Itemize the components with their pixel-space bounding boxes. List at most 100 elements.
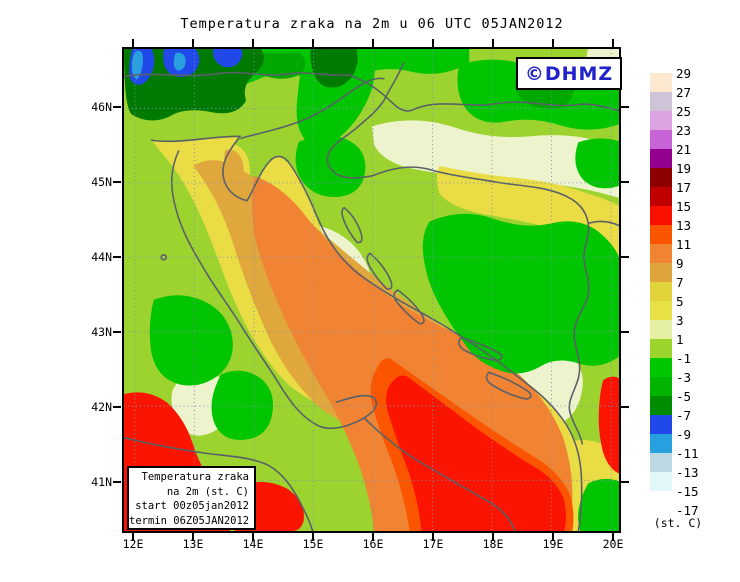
lat-tick-label: 41N (91, 475, 112, 489)
colorbar-tick-label: 7 (676, 275, 684, 290)
island-dugi-otok (393, 289, 425, 325)
colorbar-tick-label: 21 (676, 142, 692, 157)
coastline-italy-adriatic (171, 150, 516, 531)
colorbar-swatch (650, 282, 672, 301)
colorbar-swatch (650, 415, 672, 434)
colorbar-swatch (650, 187, 672, 206)
lon-tick-mark-top (132, 39, 134, 47)
lon-tick-mark-top (192, 39, 194, 47)
lat-tick-mark-right (621, 106, 629, 108)
colorbar-tick-label: -11 (676, 446, 699, 461)
island-korcula (485, 371, 532, 400)
border-east (587, 220, 619, 227)
lat-tick-mark-right (621, 406, 629, 408)
colorbar-swatch (650, 358, 672, 377)
colorbar-swatch (650, 453, 672, 472)
lightblue-region-alps-a (131, 50, 143, 80)
lon-tick-label: 19E (542, 537, 564, 551)
lat-tick-mark-right (621, 481, 629, 483)
green-region-southeast-corner (578, 478, 619, 531)
colorbar-swatch (650, 472, 672, 491)
lat-tick-label: 44N (91, 250, 112, 264)
lat-tick-mark-left (113, 181, 121, 183)
green-region-apennines-b (211, 370, 274, 440)
run-info-line: termin 06Z05JAN2012 (129, 514, 250, 527)
lon-tick-mark-bottom (492, 533, 494, 541)
colorbar-swatch (650, 73, 672, 92)
colorbar-swatch (650, 130, 672, 149)
gold-region-istria (224, 149, 244, 183)
colorbar-tick-label: 29 (676, 66, 692, 81)
temperature-field-map (124, 49, 619, 531)
colorbar-swatch (650, 491, 672, 510)
lon-tick-mark-bottom (372, 533, 374, 541)
colorbar-tick-label: -1 (676, 351, 692, 366)
dhmz-watermark-label: ©DHMZ (524, 62, 614, 85)
colorbar-tick-label: -9 (676, 427, 692, 442)
red-region-south-adriatic (386, 375, 566, 531)
lon-tick-mark-top (312, 39, 314, 47)
lon-tick-mark-top (432, 39, 434, 47)
colorbar-tick-label: -17 (676, 503, 699, 518)
lon-tick-mark-top (492, 39, 494, 47)
lat-tick-mark-left (113, 256, 121, 258)
lightblue-region-alps-b (173, 52, 186, 71)
dhmz-watermark: ©DHMZ (516, 57, 622, 90)
colorbar-tick-label: 15 (676, 199, 692, 214)
red-region-east-edge (598, 376, 619, 474)
lon-tick-mark-bottom (612, 533, 614, 541)
lon-tick-mark-bottom (252, 533, 254, 541)
lon-tick-label: 12E (122, 537, 144, 551)
coastline-italy-tyrrhenian (124, 436, 314, 531)
lat-tick-mark-left (113, 481, 121, 483)
island-hvar (457, 336, 503, 362)
colorbar-tick-label: 9 (676, 256, 684, 271)
colorbar-swatch (650, 339, 672, 358)
lat-tick-mark-right (621, 181, 629, 183)
lat-tick-label: 42N (91, 400, 112, 414)
colorbar-swatch (650, 434, 672, 453)
lon-tick-label: 17E (422, 537, 444, 551)
colorbar-swatch (650, 396, 672, 415)
lat-tick-mark-left (113, 106, 121, 108)
lon-tick-mark-bottom (552, 533, 554, 541)
lat-tick-mark-left (113, 406, 121, 408)
lon-tick-label: 20E (602, 537, 624, 551)
lon-tick-label: 14E (242, 537, 264, 551)
colorbar-swatch (650, 263, 672, 282)
pale-region-northeast (371, 120, 619, 198)
lon-tick-label: 13E (182, 537, 204, 551)
lat-tick-mark-left (113, 331, 121, 333)
colorbar-tick-label: 5 (676, 294, 684, 309)
colorbar-tick-label: -13 (676, 465, 699, 480)
lat-tick-mark-right (621, 256, 629, 258)
lat-tick-label: 45N (91, 175, 112, 189)
island-cres (341, 206, 363, 244)
colorbar-tick-label: 23 (676, 123, 692, 138)
lon-tick-mark-bottom (192, 533, 194, 541)
colorbar-swatch (650, 377, 672, 396)
colorbar-swatch (650, 92, 672, 111)
colorbar-swatch (650, 149, 672, 168)
page-title: Temperatura zraka na 2m u 06 UTC 05JAN20… (180, 16, 564, 32)
colorbar-unit-label: (st. C) (653, 516, 703, 530)
colorbar-tick-label: 11 (676, 237, 692, 252)
lon-tick-mark-top (552, 39, 554, 47)
border-slovenia-croatia (326, 62, 405, 179)
run-info-line: start 00z05jan2012 (135, 500, 249, 512)
colorbar-tick-label: 17 (676, 180, 692, 195)
lon-tick-mark-top (372, 39, 374, 47)
green-region-apennines-a (149, 295, 233, 386)
lon-tick-mark-bottom (312, 533, 314, 541)
lon-tick-mark-bottom (132, 533, 134, 541)
lon-tick-mark-top (252, 39, 254, 47)
island-small (160, 253, 167, 261)
run-info-box: Temperatura zraka na 2m (st. C) start 00… (127, 466, 256, 530)
darkgreen-region-top (310, 49, 358, 88)
colorbar-tick-label: 27 (676, 85, 692, 100)
lat-tick-label: 46N (91, 100, 112, 114)
lon-tick-mark-top (612, 39, 614, 47)
colorbar-swatch (650, 301, 672, 320)
lon-tick-label: 15E (302, 537, 324, 551)
